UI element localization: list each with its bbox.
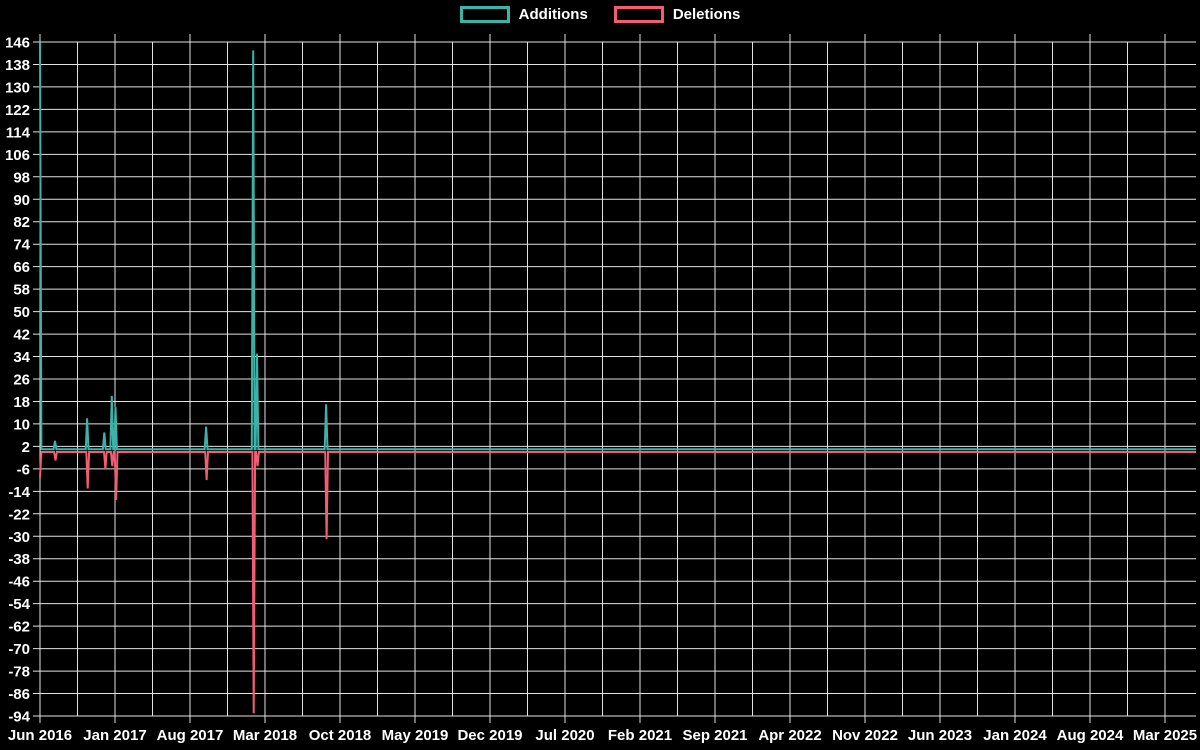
x-tick-label: Aug 2017 xyxy=(157,727,224,744)
x-tick-label: Sep 2021 xyxy=(682,727,747,744)
y-tick-label: 34 xyxy=(13,349,30,366)
legend-item-additions[interactable]: Additions xyxy=(459,6,588,23)
y-tick-label: 98 xyxy=(13,169,30,186)
y-tick-label: 50 xyxy=(13,304,30,321)
x-tick-label: Apr 2022 xyxy=(758,727,821,744)
y-tick-label: -38 xyxy=(8,551,30,568)
x-tick-label: Jan 2024 xyxy=(983,727,1047,744)
y-tick-label: -22 xyxy=(8,506,30,523)
y-tick-label: 146 xyxy=(5,35,30,52)
y-tick-label: -30 xyxy=(8,529,30,546)
y-tick-label: 114 xyxy=(6,124,31,141)
y-tick-label: 90 xyxy=(13,192,30,209)
x-tick-label: Jul 2020 xyxy=(535,727,594,744)
series-line-deletions xyxy=(39,451,1197,714)
y-tick-label: 74 xyxy=(13,237,30,254)
x-tick-label: Jun 2016 xyxy=(8,727,72,744)
y-tick-label: 66 xyxy=(13,259,30,276)
y-tick-label: 10 xyxy=(13,416,30,433)
legend-label-additions: Additions xyxy=(518,6,588,23)
y-tick-label: -78 xyxy=(8,664,30,681)
y-tick-label: -94 xyxy=(8,709,30,726)
deletions-swatch-icon xyxy=(613,6,664,23)
additions-swatch-icon xyxy=(459,6,510,23)
y-tick-label: 122 xyxy=(5,102,30,119)
y-tick-label: -46 xyxy=(8,574,30,591)
y-tick-label: 42 xyxy=(13,327,30,344)
x-tick-label: Feb 2021 xyxy=(608,727,672,744)
y-tick-label: -70 xyxy=(8,641,30,658)
y-tick-label: 26 xyxy=(13,372,30,389)
x-tick-label: Mar 2025 xyxy=(1133,727,1197,744)
x-tick-label: Dec 2019 xyxy=(457,727,522,744)
y-tick-label: 82 xyxy=(13,214,30,231)
y-tick-label: -6 xyxy=(17,461,30,478)
x-tick-label: May 2019 xyxy=(382,727,449,744)
y-tick-label: -14 xyxy=(8,484,30,501)
chart-legend: Additions Deletions xyxy=(0,6,1200,23)
x-tick-label: Mar 2018 xyxy=(233,727,297,744)
y-tick-label: 2 xyxy=(22,439,30,456)
y-tick-label: 106 xyxy=(5,147,30,164)
y-tick-label: -54 xyxy=(8,596,30,613)
y-tick-label: 138 xyxy=(5,57,30,74)
x-tick-label: Oct 2018 xyxy=(309,727,372,744)
series-line-additions xyxy=(39,41,1197,451)
legend-label-deletions: Deletions xyxy=(672,6,741,23)
x-tick-label: Aug 2024 xyxy=(1057,727,1124,744)
x-tick-label: Nov 2022 xyxy=(832,727,898,744)
y-tick-label: 18 xyxy=(13,394,30,411)
y-tick-label: 130 xyxy=(5,79,30,96)
x-tick-label: Jun 2023 xyxy=(908,727,972,744)
legend-item-deletions[interactable]: Deletions xyxy=(613,6,741,23)
y-tick-label: 58 xyxy=(13,282,30,299)
x-tick-label: Jan 2017 xyxy=(83,727,146,744)
y-tick-label: -62 xyxy=(8,619,30,636)
y-tick-label: -86 xyxy=(8,686,30,703)
